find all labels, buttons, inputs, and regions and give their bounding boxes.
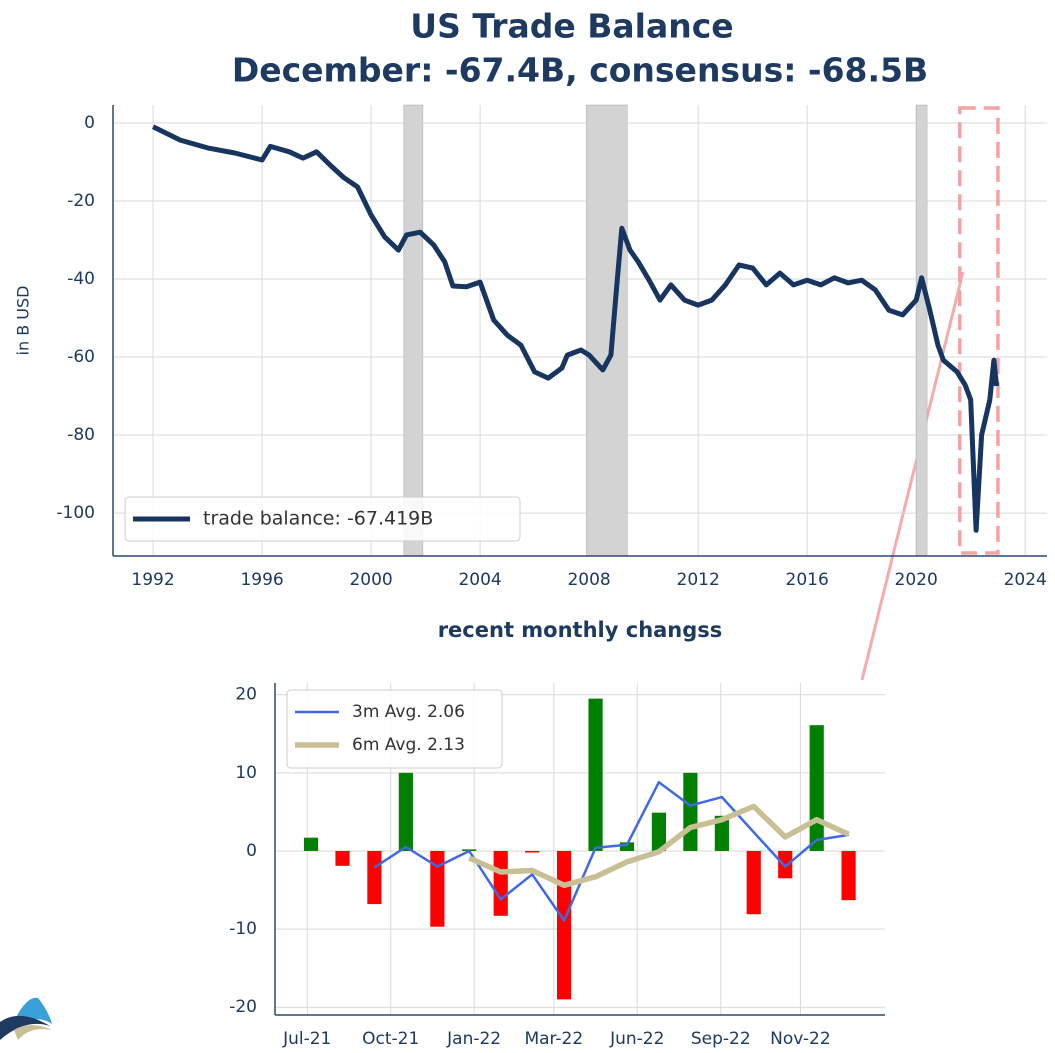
bar — [651, 812, 666, 851]
bar — [367, 850, 382, 905]
bar — [493, 850, 508, 916]
y-tick-label: -10 — [229, 919, 257, 939]
logo-accent — [14, 1025, 52, 1040]
bar — [525, 850, 540, 853]
legend-label: trade balance: -67.419B — [203, 508, 433, 530]
y-tick-label: -80 — [67, 425, 95, 445]
series-line — [373, 780, 849, 922]
y-tick-label: 10 — [235, 763, 257, 783]
x-tick-label: 2000 — [349, 570, 392, 590]
bar — [588, 698, 603, 851]
series-line — [468, 803, 850, 889]
bar — [809, 725, 824, 851]
y-tick-label: 20 — [235, 685, 257, 705]
legend: 3m Avg. 2.06 6m Avg. 2.13 — [286, 689, 503, 769]
x-tick-label: 2008 — [567, 570, 610, 590]
legend-label: 3m Avg. 2.06 — [352, 702, 465, 722]
chart-title: US Trade Balance — [410, 7, 733, 46]
bar — [430, 850, 445, 927]
x-tick-label: 1996 — [240, 570, 283, 590]
bar — [303, 837, 319, 851]
legend: trade balance: -67.419B — [124, 496, 521, 542]
bar — [778, 850, 793, 879]
bar — [335, 850, 350, 866]
bar — [619, 842, 635, 851]
logo-base — [0, 1015, 50, 1040]
zoom-connector — [860, 271, 965, 681]
x-tick-label: Jan-22 — [446, 1029, 501, 1049]
bar — [746, 850, 761, 915]
recession-band — [915, 104, 928, 557]
x-tick-label: Jul-21 — [282, 1029, 331, 1049]
x-tick-label: 2004 — [458, 570, 501, 590]
x-tick-label: 2020 — [895, 570, 938, 590]
x-tick-label: Jun-22 — [609, 1029, 664, 1049]
x-tick-label: 2016 — [786, 570, 829, 590]
x-tick-label: 2012 — [677, 570, 720, 590]
y-tick-label: -40 — [67, 269, 95, 289]
y-tick-label: -60 — [67, 347, 95, 367]
recession-band — [403, 104, 424, 557]
y-tick-label: -100 — [56, 503, 95, 523]
y-tick-label: 0 — [246, 841, 257, 861]
x-tick-label: Mar-22 — [524, 1029, 583, 1049]
chart-subtitle: December: -67.4B, consensus: -68.5B — [232, 51, 928, 90]
bar — [714, 815, 729, 851]
chart-title: recent monthly changss — [438, 618, 723, 642]
series-line — [152, 124, 1000, 533]
y-tick-label: 0 — [84, 113, 95, 133]
bar — [398, 772, 413, 851]
bar — [556, 850, 572, 1000]
y-axis-label: in B USD — [14, 286, 33, 356]
recession-band — [586, 104, 628, 557]
y-tick-label: -20 — [229, 997, 257, 1017]
y-tick-label: -20 — [67, 191, 95, 211]
logo — [0, 997, 52, 1040]
x-tick-label: Sep-22 — [691, 1029, 751, 1049]
x-tick-label: Nov-22 — [770, 1029, 831, 1049]
x-tick-label: 1992 — [131, 570, 174, 590]
legend-label: 6m Avg. 2.13 — [352, 735, 465, 755]
x-tick-label: Oct-21 — [362, 1029, 419, 1049]
bar — [683, 772, 698, 851]
x-tick-label: 2024 — [1004, 570, 1047, 590]
legend-box — [286, 689, 503, 769]
legend-box — [124, 496, 521, 542]
bar — [841, 850, 856, 901]
